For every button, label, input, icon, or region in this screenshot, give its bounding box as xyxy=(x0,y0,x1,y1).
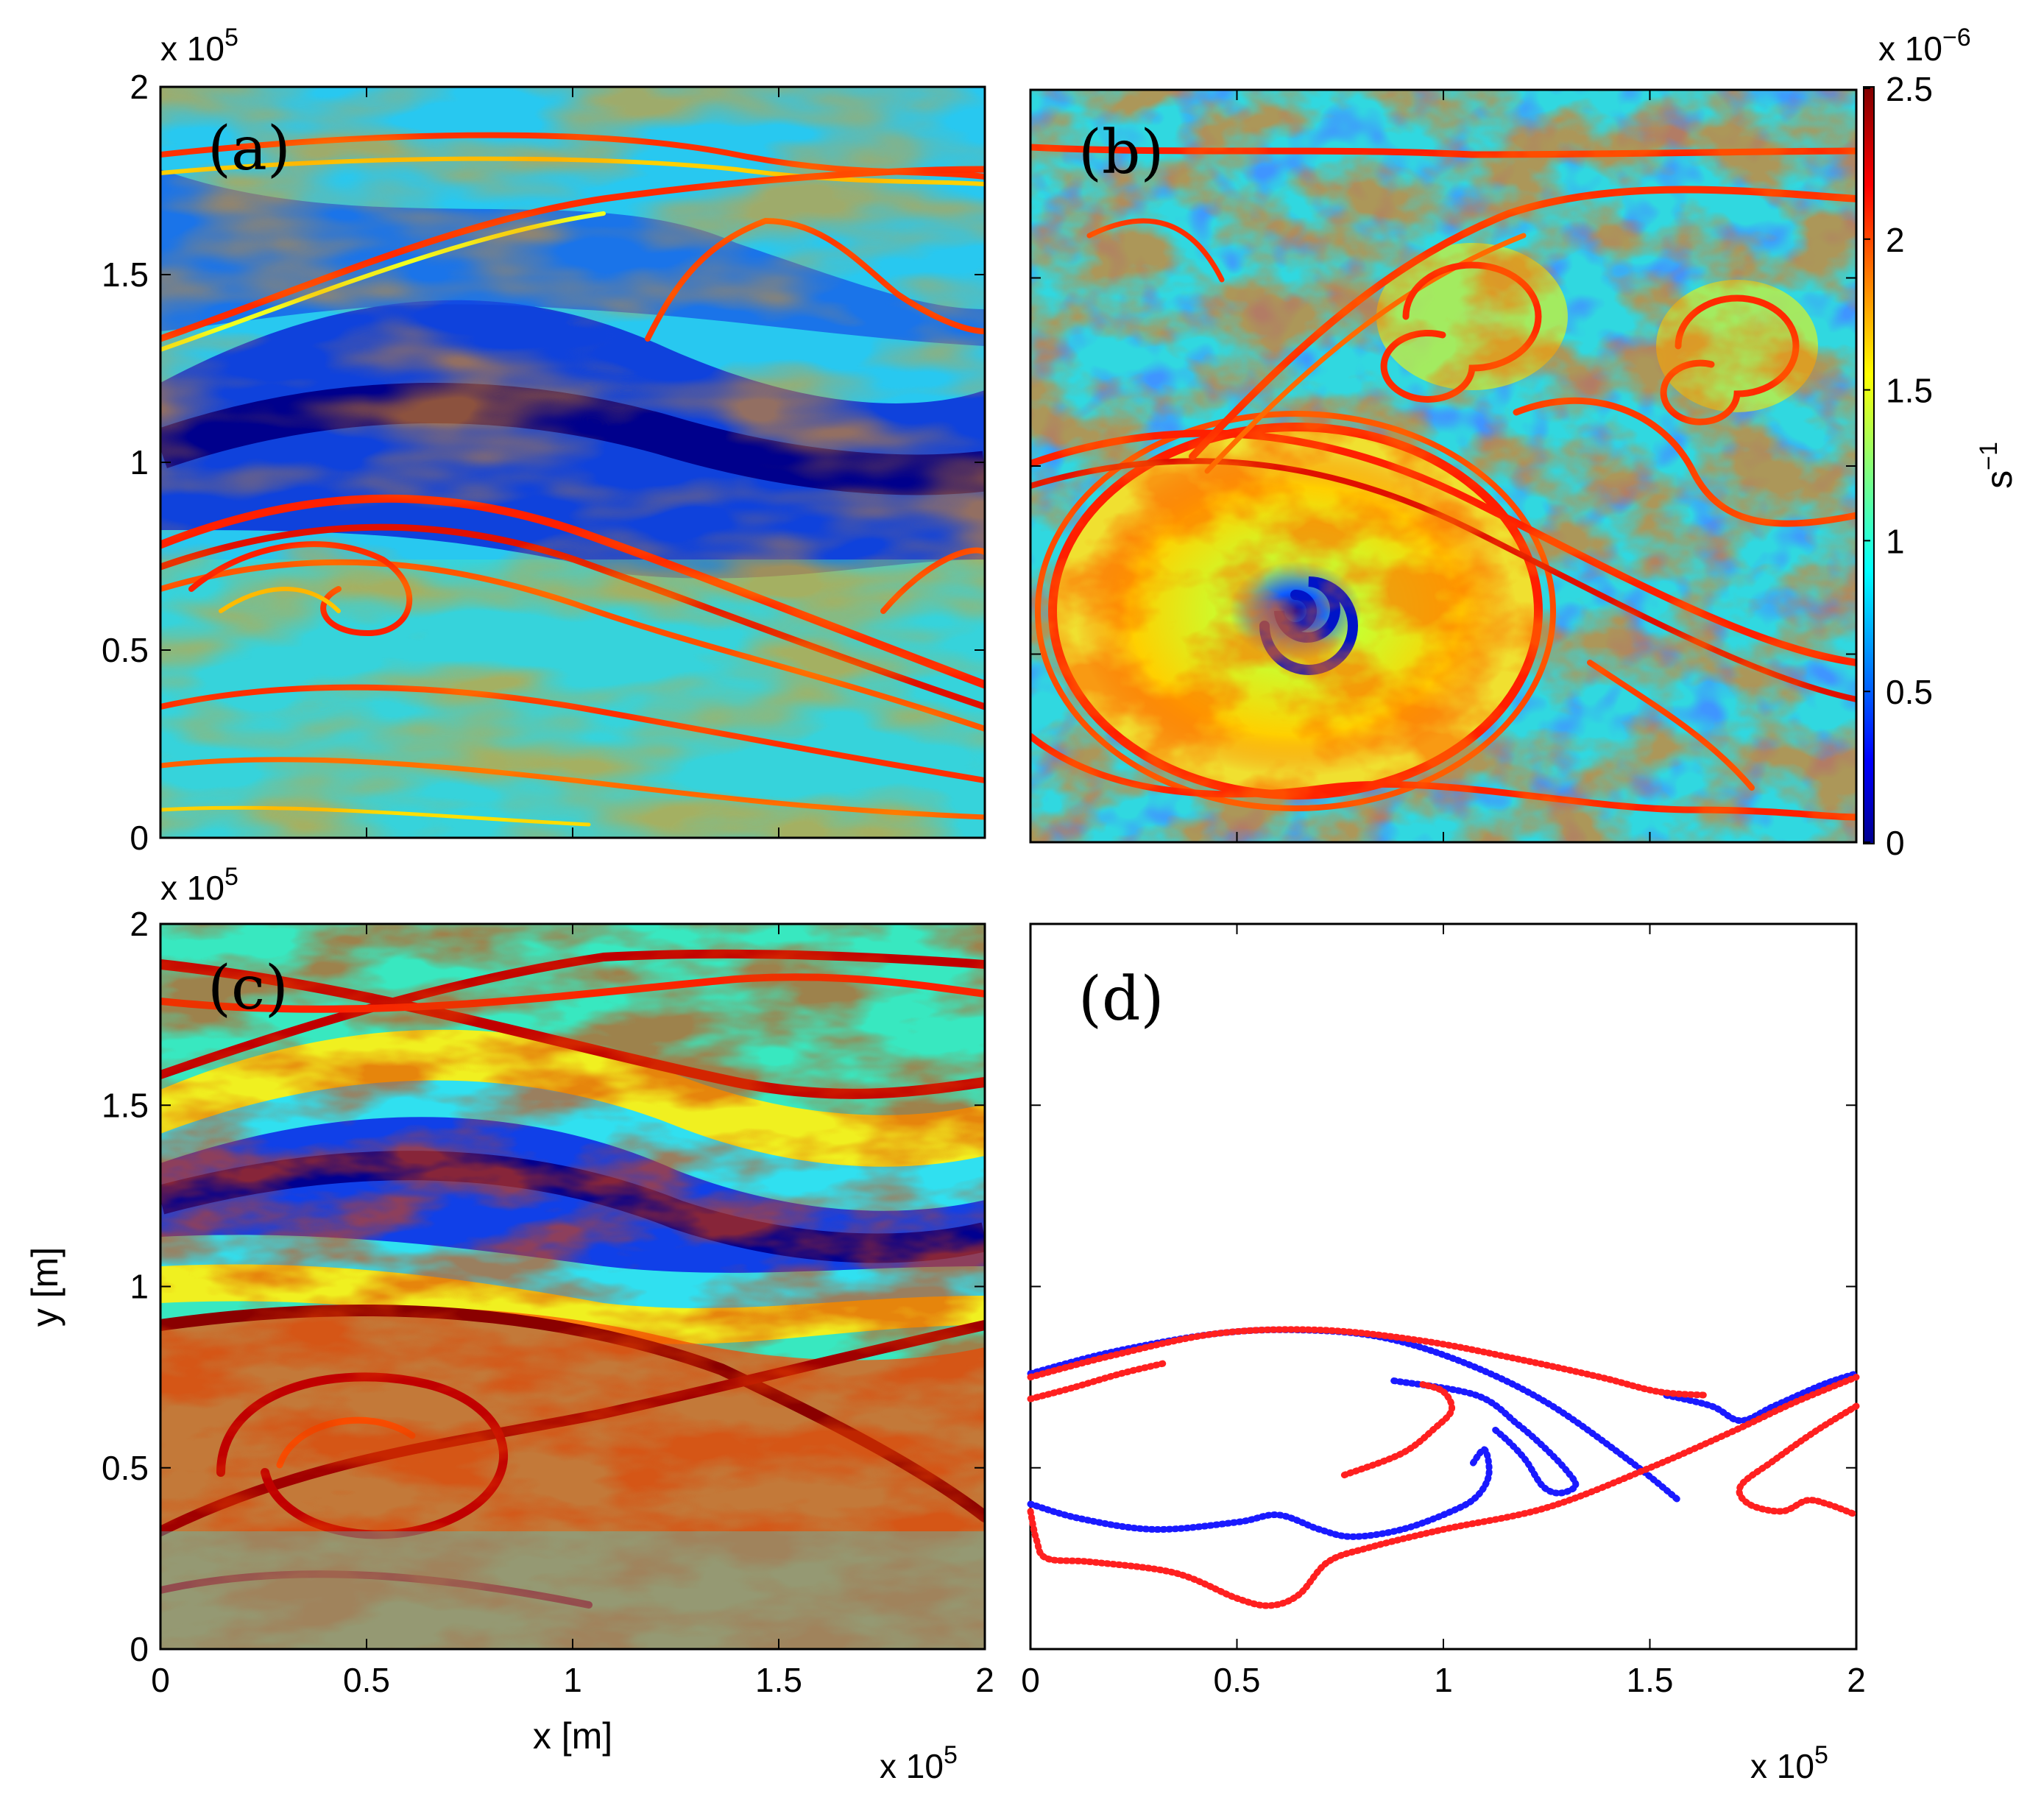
y-tick-label: 1.5 xyxy=(102,255,149,294)
x-tick-label: 1 xyxy=(563,1661,582,1699)
panel-c-tag: (c) xyxy=(208,953,289,1023)
trajectory-blue xyxy=(1027,1446,1493,1540)
x-tick-label: 2 xyxy=(1847,1661,1866,1699)
panel-b-tag: (b) xyxy=(1078,118,1164,188)
trajectory-red xyxy=(1027,1359,1170,1402)
x-tick-label: 0.5 xyxy=(343,1661,390,1699)
colorbar-tick-label: 0 xyxy=(1886,824,1905,862)
y-tick-label: 0.5 xyxy=(102,631,149,669)
y-tick-label: 0.5 xyxy=(102,1449,149,1487)
trajectory-blue xyxy=(1663,1370,1860,1425)
panel-a-tag: (a) xyxy=(208,114,291,184)
x-tick-label: 1.5 xyxy=(755,1661,802,1699)
y-tick-label: 0 xyxy=(130,819,149,857)
panel-d-plot xyxy=(1027,1326,1860,1609)
panel-c: (c) 0 0.5 1 1.5 2 0 0.5 1 1.5 2 x 105 x 105 x [m]… xyxy=(24,863,994,1785)
trajectory-red xyxy=(1340,1380,1456,1479)
colorbar-tick-label: 1 xyxy=(1886,522,1905,560)
colorbar-gradient xyxy=(1863,86,1875,844)
y-tick-label: 0 xyxy=(130,1630,149,1668)
colorbar-tick-label: 0.5 xyxy=(1886,673,1933,711)
trajectory-red xyxy=(1027,1326,1711,1399)
y-tick-label: 2 xyxy=(130,68,149,106)
panel-a-field xyxy=(160,87,985,838)
colorbar-tick-label: 2 xyxy=(1886,221,1905,259)
panel-a-y-multiplier: x 105 xyxy=(160,24,238,68)
y-tick-label: 1 xyxy=(130,443,149,481)
panel-d-ticks: 0 0.5 1 1.5 2 xyxy=(1021,923,1866,1699)
panel-d-x-multiplier: x 105 xyxy=(1750,1741,1828,1785)
colorbar-ticks: 0 0.5 1 1.5 2 2.5 xyxy=(1864,70,1933,862)
trajectory-red xyxy=(1027,1374,1860,1609)
colorbar-label: s−1 xyxy=(1975,442,2020,489)
x-tick-label: 0 xyxy=(151,1661,170,1699)
x-tick-label: 0 xyxy=(1021,1661,1040,1699)
trajectory-blue xyxy=(1390,1377,1580,1497)
panel-d-tag: (d) xyxy=(1078,964,1164,1034)
panel-a: (a) 0 0.5 1 1.5 2 x 105 xyxy=(102,24,986,857)
trajectory-red xyxy=(1736,1402,1860,1519)
y-tick-label: 1 xyxy=(130,1268,149,1306)
x-tick-label: 0.5 xyxy=(1214,1661,1261,1699)
panel-c-x-multiplier: x 105 xyxy=(880,1741,958,1785)
x-tick-label: 1.5 xyxy=(1627,1661,1674,1699)
colorbar-multiplier: x 10−6 xyxy=(1878,24,1971,68)
y-tick-label: 2 xyxy=(130,905,149,943)
colorbar-tick-label: 2.5 xyxy=(1886,70,1933,108)
panel-c-field xyxy=(160,924,985,1649)
colorbar: 0 0.5 1 1.5 2 2.5 x 10−6 s−1 xyxy=(1863,24,2020,862)
panel-c-ticks: 0 0.5 1 1.5 2 0 0.5 1 1.5 2 xyxy=(102,905,994,1699)
panel-b-field xyxy=(1030,90,1856,842)
x-tick-label: 1 xyxy=(1434,1661,1453,1699)
colorbar-tick-label: 1.5 xyxy=(1886,372,1933,410)
panel-c-ylabel: y [m] xyxy=(24,1247,66,1327)
y-tick-label: 1.5 xyxy=(102,1086,149,1124)
x-tick-label: 2 xyxy=(975,1661,994,1699)
panel-b-ticks xyxy=(1030,89,1857,843)
panel-a-ticks: 0 0.5 1 1.5 2 xyxy=(102,68,986,857)
panel-d: (d) 0 0.5 1 1.5 2 x 105 xyxy=(1021,922,1866,1785)
panel-c-xlabel: x [m] xyxy=(533,1715,612,1757)
panel-b: (b) xyxy=(1029,88,1858,844)
panel-c-y-multiplier: x 105 xyxy=(160,863,238,907)
